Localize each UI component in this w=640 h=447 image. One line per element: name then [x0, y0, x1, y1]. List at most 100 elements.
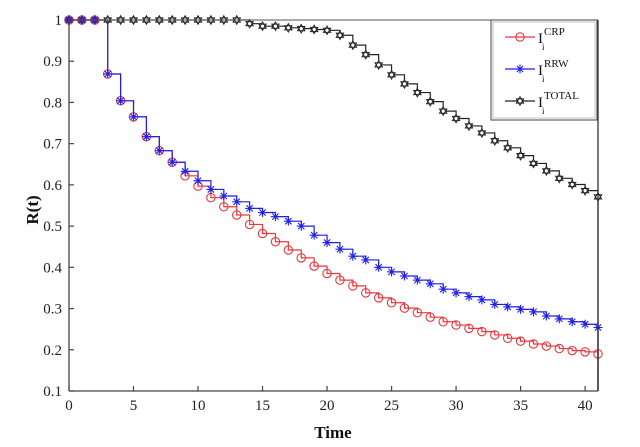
data-point-asterisk — [374, 262, 384, 272]
data-point-circle — [399, 303, 410, 313]
data-point-hexagram — [348, 39, 358, 51]
data-point-hexagram — [516, 150, 526, 161]
data-point-asterisk — [361, 255, 371, 265]
data-point-hexagram — [580, 185, 590, 196]
data-point-circle — [361, 288, 371, 298]
x-tick-label: 20 — [320, 398, 335, 414]
data-point-circle — [515, 32, 525, 42]
data-point-circle — [425, 312, 436, 322]
legend-item-crp: I CRP i — [505, 26, 565, 52]
data-point-asterisk — [477, 295, 487, 305]
data-point-circle — [296, 253, 306, 263]
data-point-hexagram — [154, 14, 164, 26]
legend-item-rrw: I RRW i — [505, 58, 569, 84]
y-tick-label: 0.1 — [43, 384, 62, 400]
data-point-hexagram — [116, 14, 126, 26]
x-tick-label: 25 — [384, 398, 399, 414]
legend-item-total: I TOTAL i — [505, 90, 579, 116]
data-point-asterisk — [180, 166, 190, 176]
legend-label-sub: i — [542, 42, 545, 52]
data-point-hexagram — [399, 78, 409, 90]
data-point-asterisk — [412, 275, 422, 285]
data-point-asterisk — [528, 307, 538, 317]
data-point-circle — [257, 228, 268, 239]
data-point-circle — [373, 293, 384, 303]
data-point-asterisk — [464, 292, 474, 302]
y-tick-label: 0.4 — [43, 260, 62, 276]
x-tick-label: 35 — [513, 398, 528, 414]
data-point-asterisk — [206, 184, 216, 194]
data-point-asterisk — [503, 302, 513, 312]
data-point-circle — [541, 341, 552, 351]
legend-label-main: I — [538, 63, 543, 79]
data-point-hexagram — [193, 14, 203, 26]
data-point-asterisk — [580, 319, 590, 329]
data-point-circle — [335, 275, 345, 285]
legend-label-sub: i — [542, 74, 545, 84]
data-point-hexagram — [490, 135, 500, 146]
series-layer — [64, 14, 603, 391]
data-point-circle — [528, 339, 539, 349]
data-point-circle — [477, 326, 487, 337]
data-point-hexagram — [296, 23, 306, 34]
data-point-circle — [502, 333, 513, 343]
data-point-hexagram — [322, 25, 332, 36]
y-tick-label: 1 — [55, 13, 63, 29]
data-point-hexagram — [219, 14, 229, 26]
data-point-hexagram — [180, 14, 190, 26]
data-point-hexagram — [515, 95, 525, 107]
x-tick-label: 0 — [65, 398, 73, 414]
y-tick-label: 0.2 — [43, 343, 62, 359]
y-tick-label: 0.9 — [43, 54, 62, 70]
legend-inner-border — [492, 21, 596, 119]
data-point-asterisk — [554, 314, 564, 324]
data-point-circle — [515, 336, 526, 346]
data-point-circle — [219, 201, 229, 212]
data-point-circle — [231, 210, 242, 220]
y-tick-label: 0.8 — [43, 95, 62, 111]
legend-label-main: I — [538, 31, 543, 47]
data-point-hexagram — [464, 120, 474, 132]
data-point-asterisk — [567, 317, 577, 327]
data-point-asterisk — [309, 230, 319, 240]
data-point-asterisk — [283, 216, 293, 226]
data-point-hexagram — [541, 165, 551, 177]
x-axis-title: Time — [314, 423, 352, 442]
data-point-asterisk — [348, 251, 358, 261]
data-point-circle — [244, 219, 255, 230]
data-point-circle — [451, 320, 461, 330]
data-point-asterisk — [541, 311, 551, 321]
data-point-hexagram — [361, 49, 371, 60]
data-point-hexagram — [167, 14, 177, 26]
data-point-hexagram — [232, 14, 242, 26]
legend-label-sup: CRP — [544, 26, 565, 38]
data-point-asterisk — [387, 267, 397, 277]
data-point-hexagram — [528, 158, 538, 169]
data-point-circle — [490, 330, 500, 340]
data-point-hexagram — [258, 20, 268, 32]
data-point-hexagram — [554, 173, 564, 184]
data-point-asterisk — [296, 221, 306, 231]
data-point-asterisk — [103, 69, 113, 79]
x-tick-label: 15 — [255, 398, 270, 414]
data-point-hexagram — [270, 20, 280, 32]
legend-label-sup: RRW — [544, 58, 569, 70]
data-point-circle — [438, 316, 448, 327]
data-point-asterisk — [193, 176, 203, 186]
data-point-asterisk — [258, 208, 268, 218]
data-point-asterisk — [516, 304, 526, 314]
y-tick-label: 0.6 — [43, 178, 62, 194]
data-point-circle — [309, 261, 319, 271]
legend-label-main: I — [538, 95, 543, 111]
y-tick-label: 0.3 — [43, 302, 62, 318]
x-tick-label: 5 — [130, 398, 138, 414]
data-point-asterisk — [167, 157, 177, 167]
data-point-asterisk — [451, 288, 461, 298]
legend-label-sup: TOTAL — [544, 90, 579, 102]
data-point-hexagram — [245, 18, 255, 29]
data-point-asterisk — [245, 203, 255, 213]
data-point-asterisk — [335, 244, 345, 254]
x-tick-label: 10 — [191, 398, 206, 414]
data-point-hexagram — [141, 14, 151, 26]
